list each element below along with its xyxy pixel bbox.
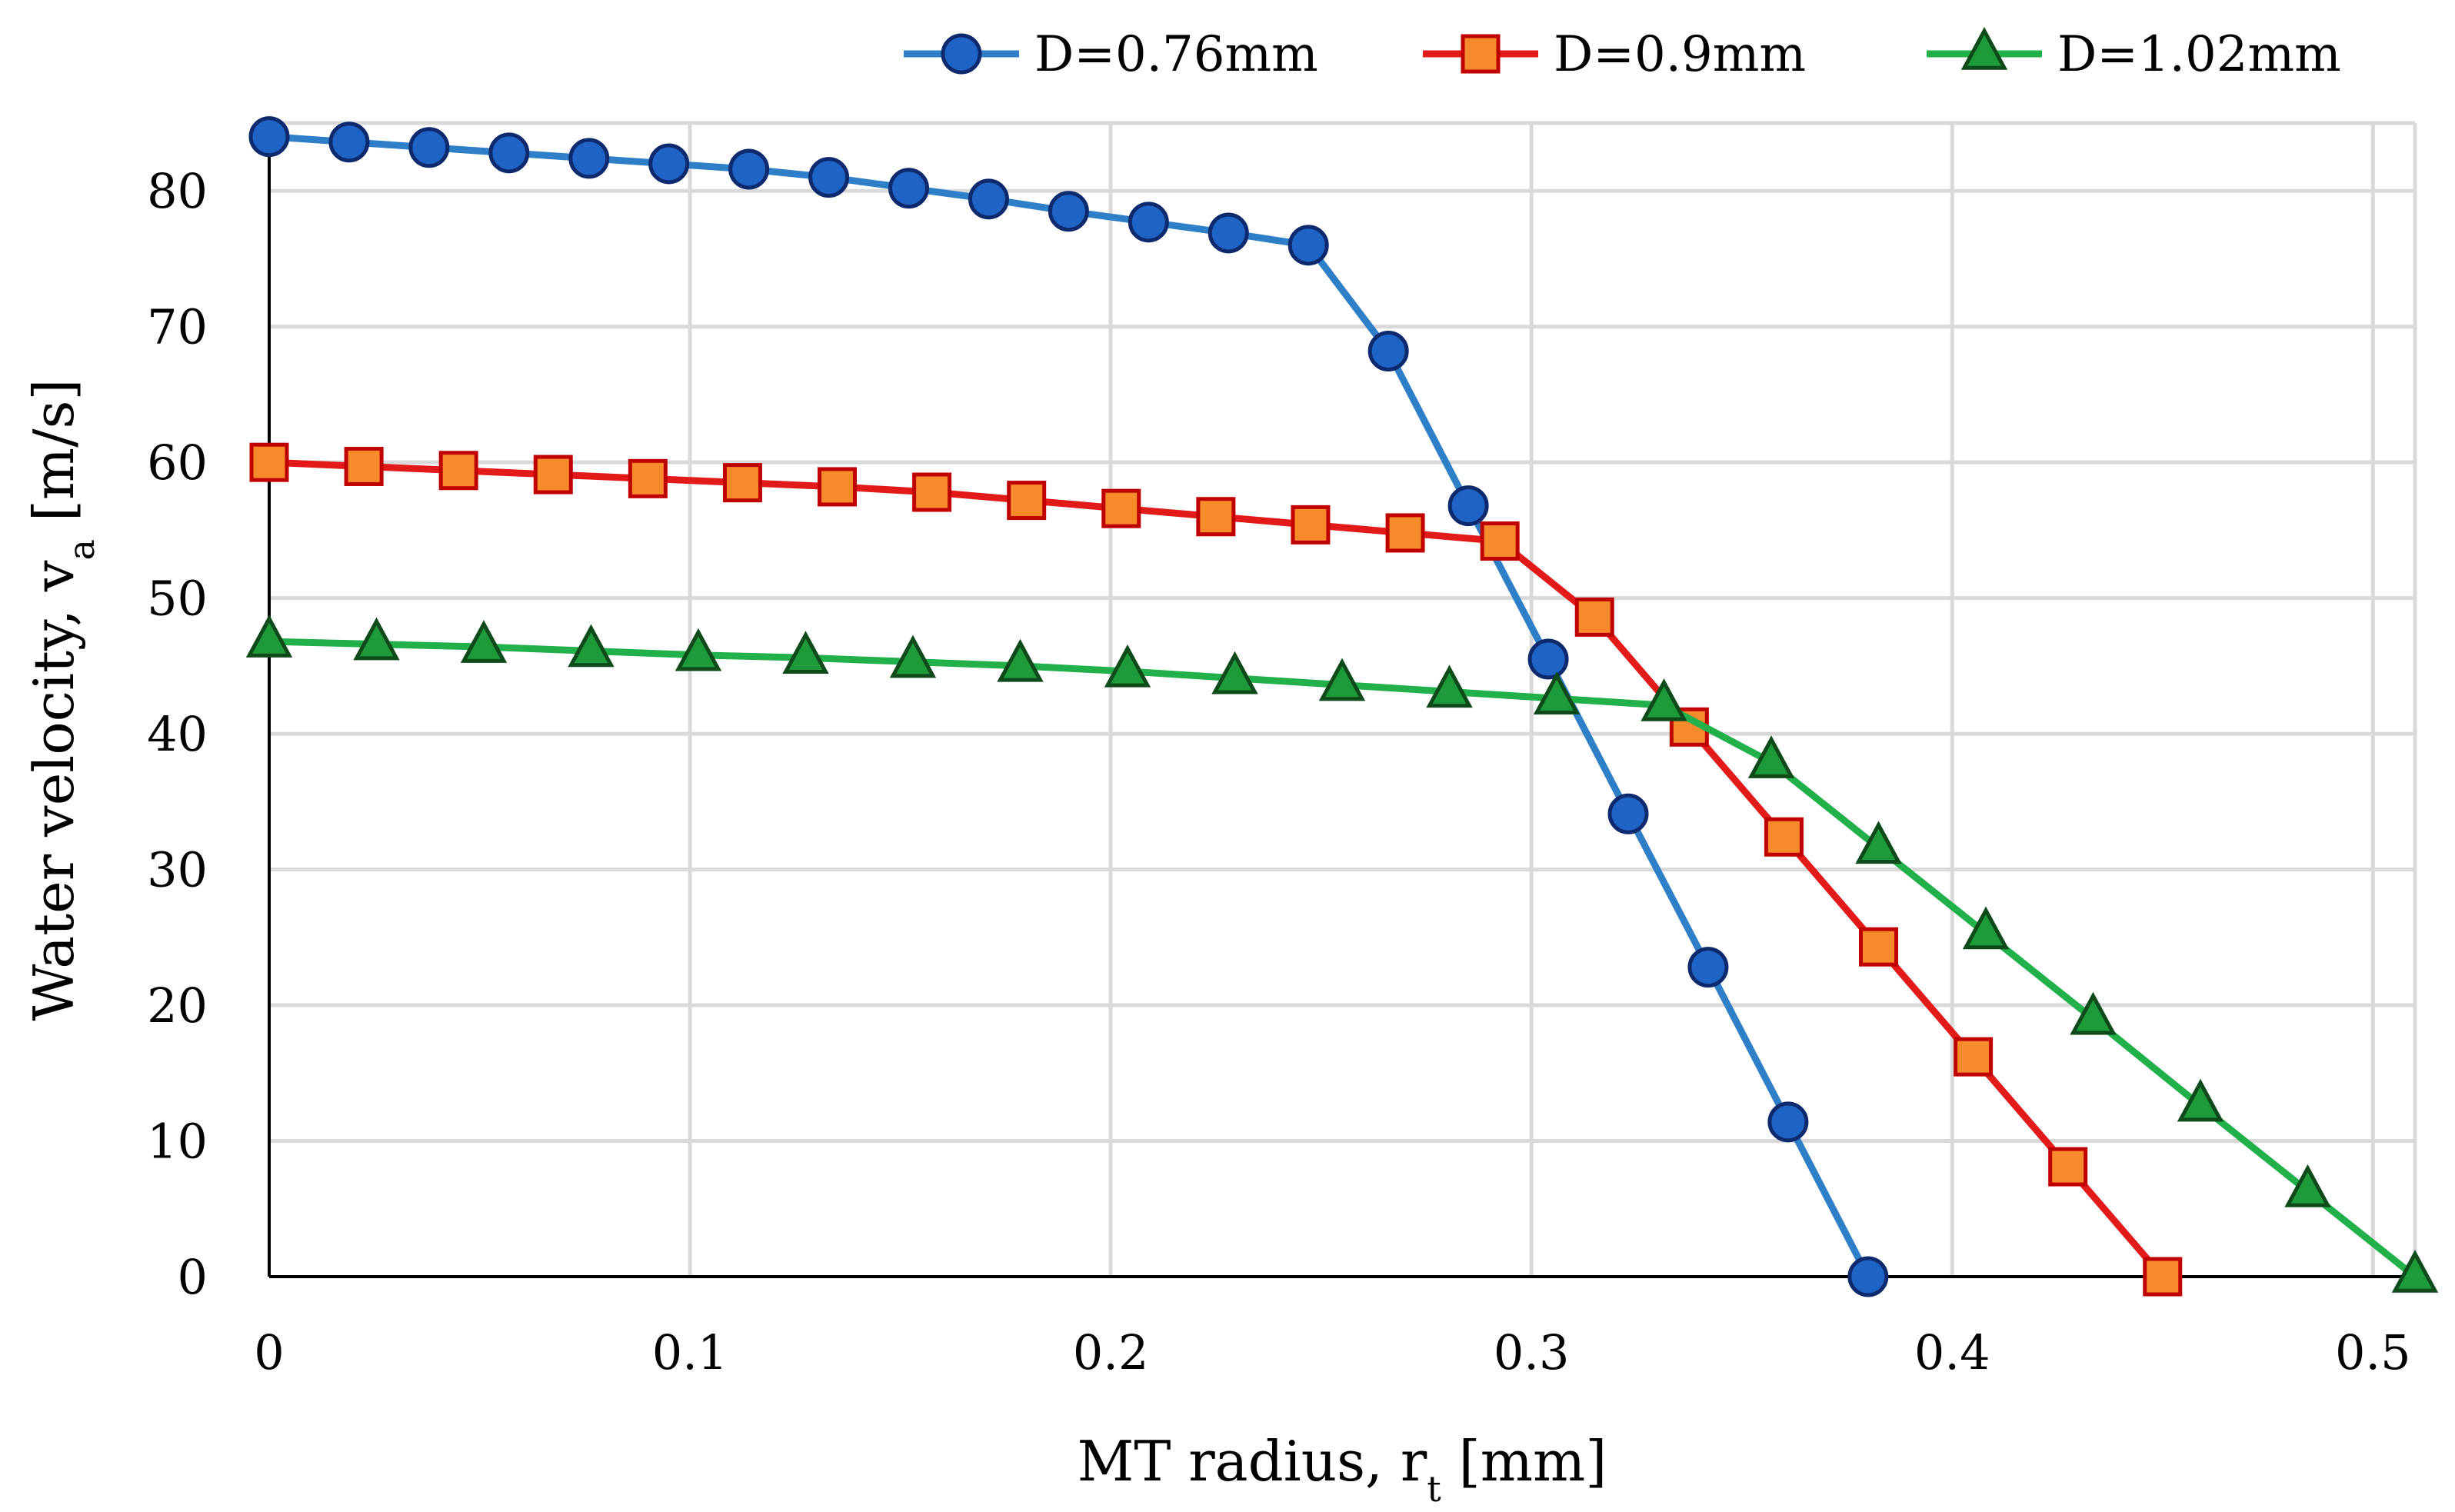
data-point-square xyxy=(628,458,668,498)
x-tick-label: 0 xyxy=(254,1324,284,1380)
data-point-square xyxy=(2048,1147,2088,1187)
series-square xyxy=(249,442,2183,1297)
legend-marker xyxy=(941,33,982,75)
data-point-circle xyxy=(1367,330,1409,371)
data-point-triangle xyxy=(1211,651,1258,694)
data-point-triangle xyxy=(2284,1164,2331,1207)
data-point-triangle xyxy=(568,624,615,668)
data-point-circle xyxy=(1607,793,1649,834)
y-tick-label: 0 xyxy=(178,1249,208,1305)
y-tick-label: 70 xyxy=(147,299,208,355)
data-point-square xyxy=(1291,505,1331,545)
data-point-square xyxy=(1101,488,1141,528)
data-point-triangle xyxy=(1855,821,1902,864)
data-point-square xyxy=(344,446,384,486)
data-point-triangle xyxy=(1747,735,1795,778)
grid-lines xyxy=(269,121,2417,1277)
data-point-triangle xyxy=(460,620,508,663)
data-point-circle xyxy=(888,168,930,209)
series-line xyxy=(268,638,2417,1280)
y-axis-title: Water velocity, va [m/s] xyxy=(22,378,102,1021)
x-axis-title: MT radius, rt [mm] xyxy=(1078,1429,1607,1510)
data-point-triangle xyxy=(1641,678,1687,721)
data-point-square xyxy=(722,463,762,503)
y-tick-label: 50 xyxy=(147,571,208,627)
data-point-square xyxy=(1007,481,1047,521)
data-point-circle xyxy=(648,143,690,185)
series-circle xyxy=(248,116,1889,1297)
data-point-circle xyxy=(328,122,370,163)
x-tick-label: 0.5 xyxy=(2335,1324,2411,1380)
data-point-triangle xyxy=(782,631,829,674)
data-point-circle xyxy=(1847,1256,1889,1297)
legend-item: D=0.76mm xyxy=(904,26,1318,83)
data-point-square xyxy=(249,442,289,482)
data-point-triangle xyxy=(2177,1078,2224,1122)
axes xyxy=(268,123,2415,1278)
data-point-circle xyxy=(408,127,450,168)
data-point-square xyxy=(438,451,478,491)
data-point-circle xyxy=(968,178,1009,220)
data-point-triangle xyxy=(675,628,722,671)
data-point-circle xyxy=(1048,191,1089,232)
data-point-triangle xyxy=(353,617,400,661)
legend-label: D=1.02mm xyxy=(2057,26,2341,83)
y-tick-label: 60 xyxy=(147,435,208,491)
data-point-circle xyxy=(248,116,290,158)
data-point-circle xyxy=(488,132,530,174)
data-point-square xyxy=(1480,521,1520,561)
data-point-triangle xyxy=(2391,1249,2439,1293)
data-point-square xyxy=(533,455,573,495)
data-point-triangle xyxy=(1533,671,1581,714)
legend-marker xyxy=(1461,34,1501,74)
data-point-triangle xyxy=(1962,906,2010,950)
legend-label: D=0.9mm xyxy=(1554,26,1806,83)
data-point-circle xyxy=(1687,947,1729,988)
series-line xyxy=(268,133,1871,1279)
legend-marker xyxy=(1960,26,2008,70)
legend-label: D=0.76mm xyxy=(1034,26,1318,83)
data-point-circle xyxy=(1287,225,1329,266)
data-point-circle xyxy=(1128,201,1169,243)
y-tick-label: 10 xyxy=(147,1114,208,1170)
y-tick-label: 30 xyxy=(147,842,208,898)
x-tick-label: 0.1 xyxy=(652,1324,728,1380)
data-point-triangle xyxy=(889,634,937,678)
y-tick-label: 80 xyxy=(147,163,208,219)
series-triangle xyxy=(245,614,2439,1293)
data-point-square xyxy=(1954,1037,1994,1077)
data-point-triangle xyxy=(1318,658,1366,701)
legend-item: D=1.02mm xyxy=(1927,26,2341,83)
data-point-triangle xyxy=(245,614,293,658)
x-tick-label: 0.4 xyxy=(1914,1324,1990,1380)
data-point-square xyxy=(912,472,952,512)
tick-labels: 0 10 20 30 40 50 60 70 80 0 0.1 0.2 0.3 0.4 0.5 xyxy=(147,163,2411,1380)
data-point-square xyxy=(1196,497,1236,537)
y-tick-label: 20 xyxy=(147,977,208,1034)
data-point-square xyxy=(1574,597,1614,637)
y-tick-label: 40 xyxy=(147,706,208,762)
data-point-circle xyxy=(1527,638,1569,680)
data-point-circle xyxy=(568,138,610,179)
data-point-triangle xyxy=(1104,644,1151,688)
data-point-circle xyxy=(1208,212,1249,254)
data-point-square xyxy=(1385,513,1425,553)
data-point-circle xyxy=(1447,485,1489,527)
data-point-triangle xyxy=(2070,991,2117,1035)
data-point-circle xyxy=(808,157,850,198)
x-tick-label: 0.3 xyxy=(1494,1324,1570,1380)
data-point-square xyxy=(2143,1257,2183,1297)
data-point-circle xyxy=(1767,1101,1809,1143)
data-point-square xyxy=(818,467,858,507)
data-point-triangle xyxy=(1426,664,1473,708)
data-point-square xyxy=(1859,927,1898,967)
data-point-square xyxy=(1764,817,1804,857)
data-point-circle xyxy=(728,148,770,190)
x-tick-label: 0.2 xyxy=(1073,1324,1149,1380)
plot-series xyxy=(245,116,2439,1297)
legend-item: D=0.9mm xyxy=(1423,26,1806,83)
legend: D=0.76mm D=0.9mm D=1.02mm xyxy=(904,26,2341,83)
data-point-triangle xyxy=(997,638,1044,682)
